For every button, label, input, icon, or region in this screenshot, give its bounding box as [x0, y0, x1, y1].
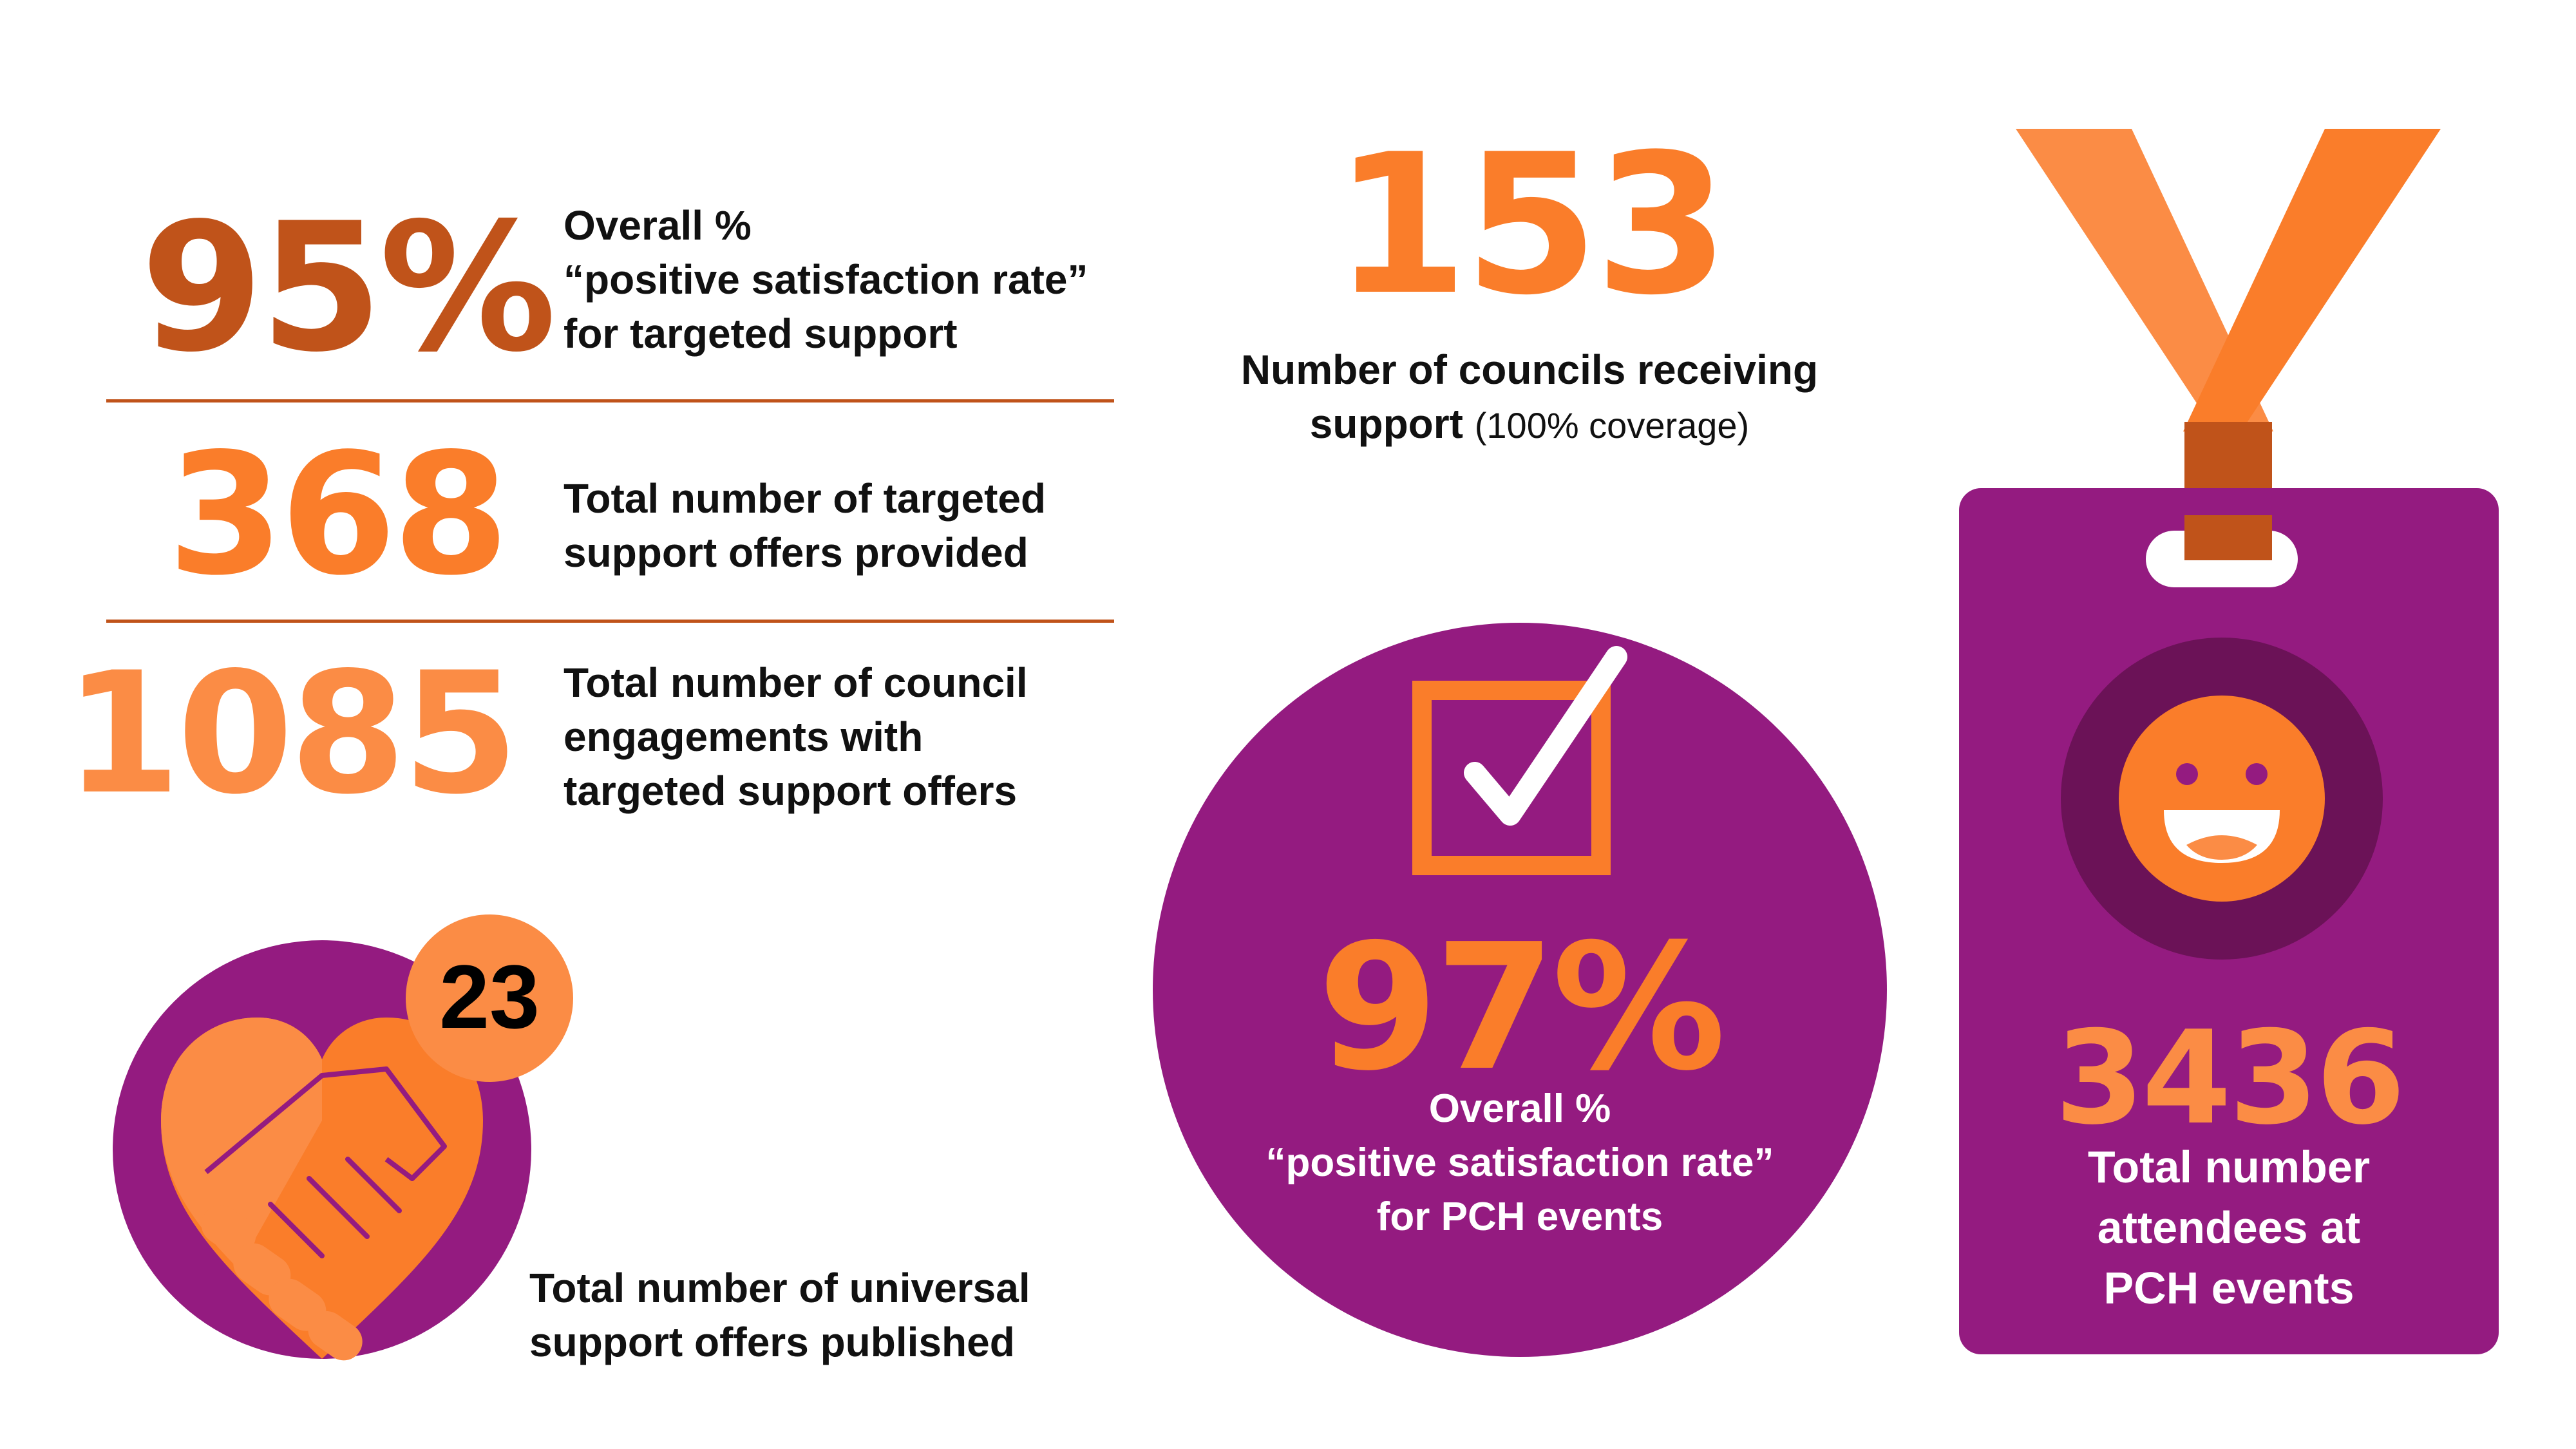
- stat-value-satisfaction-targeted: 95%: [140, 185, 556, 391]
- label-line: Total number: [2087, 1142, 2371, 1192]
- label-line: support (100% coverage): [1030, 397, 2029, 453]
- label-line: for PCH events: [1376, 1195, 1663, 1239]
- stat-label-pch-satisfaction: Overall % “positive satisfaction rate” f…: [1150, 1082, 1890, 1244]
- label-line: Overall %: [1428, 1086, 1611, 1131]
- pch-satisfaction-circle: [1153, 623, 1887, 1357]
- stat-label-universal-offers: Total number of universal support offers…: [529, 1261, 1030, 1369]
- stat-value-pch-satisfaction: 97%: [1317, 906, 1726, 1109]
- label-line: for targeted support: [564, 310, 958, 357]
- stat-value-pch-attendees: 3436: [2054, 1003, 2406, 1153]
- label-line: Total number of universal: [529, 1265, 1030, 1311]
- checkbox-tick-icon: [1412, 646, 1627, 875]
- label-line: Total number of council: [564, 659, 1028, 706]
- label-light-part: (100% coverage): [1474, 405, 1750, 446]
- label-line: engagements with: [564, 714, 923, 760]
- stat-value-councils: 153: [1333, 113, 1729, 337]
- stat-label-council-engagements: Total number of council engagements with…: [564, 656, 1028, 818]
- stat-label-satisfaction-targeted: Overall % “positive satisfaction rate” f…: [564, 198, 1088, 361]
- label-line: “positive satisfaction rate”: [1265, 1141, 1774, 1185]
- stat-value-council-engagements: 1085: [64, 637, 519, 831]
- stat-value-universal-offers: 23: [439, 946, 540, 1047]
- label-line: support offers provided: [564, 529, 1028, 576]
- label-line: PCH events: [2103, 1263, 2354, 1313]
- smiley-face-icon: [2061, 638, 2383, 960]
- badge-strap-clip: [2184, 515, 2272, 560]
- label-line: Overall %: [564, 202, 752, 249]
- label-line: support offers published: [529, 1319, 1015, 1365]
- stat-label-pch-attendees: Total number attendees at PCH events: [1959, 1137, 2499, 1318]
- label-bold-part: support: [1309, 401, 1463, 447]
- label-line: targeted support offers: [564, 768, 1018, 814]
- label-line: attendees at: [2097, 1202, 2361, 1253]
- label-line: Total number of targeted: [564, 475, 1046, 522]
- divider-2: [106, 620, 1114, 623]
- label-line: “positive satisfaction rate”: [564, 256, 1088, 303]
- stat-label-councils: Number of councils receiving support (10…: [1030, 343, 2029, 453]
- stat-value-targeted-offers: 368: [167, 418, 509, 612]
- divider-1: [106, 399, 1114, 402]
- stat-label-targeted-offers: Total number of targeted support offers …: [564, 471, 1046, 580]
- badge-circle: [406, 914, 573, 1082]
- label-line: Number of councils receiving: [1240, 346, 1819, 393]
